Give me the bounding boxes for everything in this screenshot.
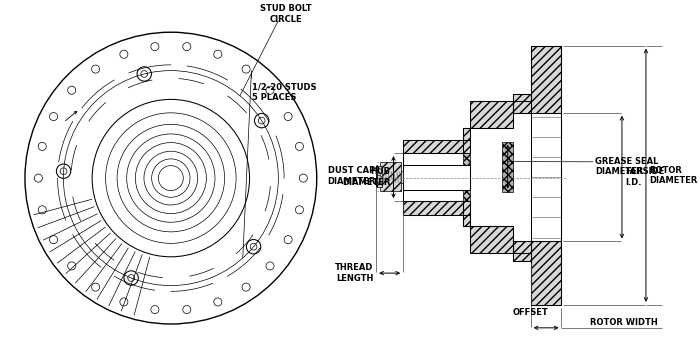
Bar bbox=[376, 166, 382, 187]
Bar bbox=[531, 113, 561, 242]
Bar bbox=[502, 142, 514, 192]
Bar bbox=[380, 162, 401, 191]
Bar bbox=[514, 94, 531, 113]
Text: 1/2-20 STUDS
5 PLACES: 1/2-20 STUDS 5 PLACES bbox=[253, 82, 317, 102]
Bar bbox=[463, 140, 470, 165]
Text: FARSIDE
I.D.: FARSIDE I.D. bbox=[625, 168, 664, 187]
Bar bbox=[463, 189, 470, 214]
Text: OFFSET: OFFSET bbox=[513, 308, 549, 317]
Bar bbox=[531, 46, 561, 113]
Text: GREASE SEAL
DIAMETER: GREASE SEAL DIAMETER bbox=[595, 157, 659, 176]
Bar bbox=[403, 201, 470, 214]
Text: ROTOR WIDTH: ROTOR WIDTH bbox=[590, 318, 658, 327]
Bar bbox=[514, 242, 531, 261]
Text: STUD BOLT
CIRCLE: STUD BOLT CIRCLE bbox=[260, 4, 312, 24]
Bar bbox=[531, 242, 561, 305]
Bar bbox=[376, 171, 403, 183]
Bar bbox=[463, 128, 470, 140]
Bar bbox=[470, 226, 514, 253]
Bar bbox=[470, 101, 514, 128]
Bar bbox=[463, 214, 470, 226]
Text: DUST CAP
DIAMETER: DUST CAP DIAMETER bbox=[327, 167, 375, 186]
Text: THREAD
LENGTH: THREAD LENGTH bbox=[335, 263, 373, 283]
Bar bbox=[403, 140, 470, 153]
Text: HUB
DIAMETER: HUB DIAMETER bbox=[342, 168, 391, 187]
Text: ROTOR
DIAMETER: ROTOR DIAMETER bbox=[649, 166, 697, 185]
Bar bbox=[403, 165, 470, 189]
